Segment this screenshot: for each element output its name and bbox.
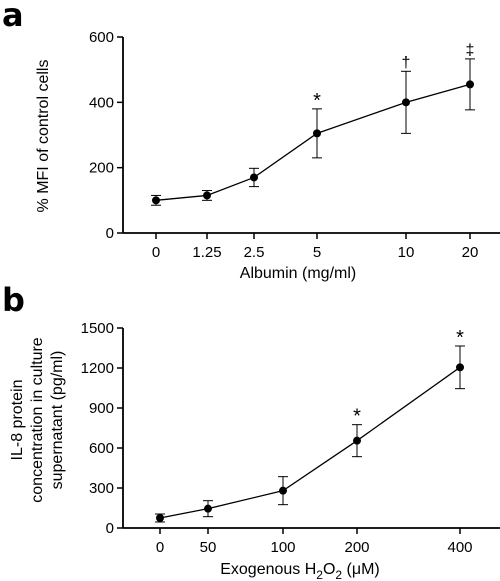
- x-tick-label: 200: [344, 539, 369, 556]
- svg-text:supernatant (pg/ml): supernatant (pg/ml): [49, 351, 66, 490]
- x-tick-label: 0: [156, 539, 164, 556]
- series-line: [155, 83, 471, 201]
- y-tick-label: 0: [106, 225, 114, 242]
- y-tick-label: 600: [89, 29, 114, 46]
- plot-area-b: 0 300 600 900 1200 1500 0 50 100 200 400 * *: [81, 320, 500, 556]
- data-point: [353, 436, 361, 445]
- data-point: [313, 129, 321, 138]
- y-tick-label: 0: [106, 520, 114, 537]
- panel-label-a: a: [2, 0, 24, 34]
- data-point: [456, 363, 464, 372]
- significance-marker: †: [402, 54, 411, 71]
- x-tick-label: 50: [200, 539, 217, 556]
- y-tick-label: 400: [89, 94, 114, 111]
- svg-text:concentration in culture: concentration in culture: [29, 337, 46, 503]
- x-tick-label: 20: [462, 244, 479, 261]
- x-tick-label: 0: [152, 244, 160, 261]
- data-point: [152, 196, 160, 205]
- y-tick-label: 600: [89, 440, 114, 457]
- y-axis-label-a: % MFI of control cells: [35, 60, 52, 213]
- y-tick-label: 200: [89, 160, 114, 177]
- x-tick-label: 10: [398, 244, 415, 261]
- significance-marker: ‡: [466, 42, 475, 59]
- series-line: [159, 366, 461, 519]
- x-axis-label-a: Albumin (mg/ml): [240, 265, 356, 282]
- x-tick-label: 100: [270, 539, 295, 556]
- data-point: [204, 504, 212, 513]
- y-tick-label: 1200: [81, 360, 114, 377]
- x-tick-label: 400: [447, 539, 472, 556]
- x-tick-label: 2.5: [244, 244, 265, 261]
- y-tick-label: 300: [89, 480, 114, 497]
- x-tick-label: 5: [313, 244, 321, 261]
- significance-marker: *: [353, 406, 361, 428]
- y-tick-label: 1500: [81, 320, 114, 337]
- data-point: [466, 80, 474, 89]
- panel-label-b: b: [2, 281, 25, 319]
- x-axis-label-b: Exogenous H2O2 (μM): [220, 561, 380, 581]
- y-tick-label: 900: [89, 400, 114, 417]
- data-point: [279, 486, 287, 495]
- data-point: [203, 191, 211, 200]
- significance-marker: *: [313, 90, 321, 112]
- y-axis-label-b: IL-8 protein concentration in culture su…: [9, 337, 66, 503]
- data-point: [402, 98, 410, 107]
- significance-marker: *: [456, 327, 464, 349]
- x-tick-label: 1.25: [192, 244, 221, 261]
- plot-area-a: 0 200 400 600 0 1.25 2.5 5 10 20 * † ‡: [89, 29, 500, 261]
- data-point: [156, 514, 164, 522]
- svg-text:IL-8 protein: IL-8 protein: [9, 380, 26, 461]
- data-point: [250, 173, 258, 182]
